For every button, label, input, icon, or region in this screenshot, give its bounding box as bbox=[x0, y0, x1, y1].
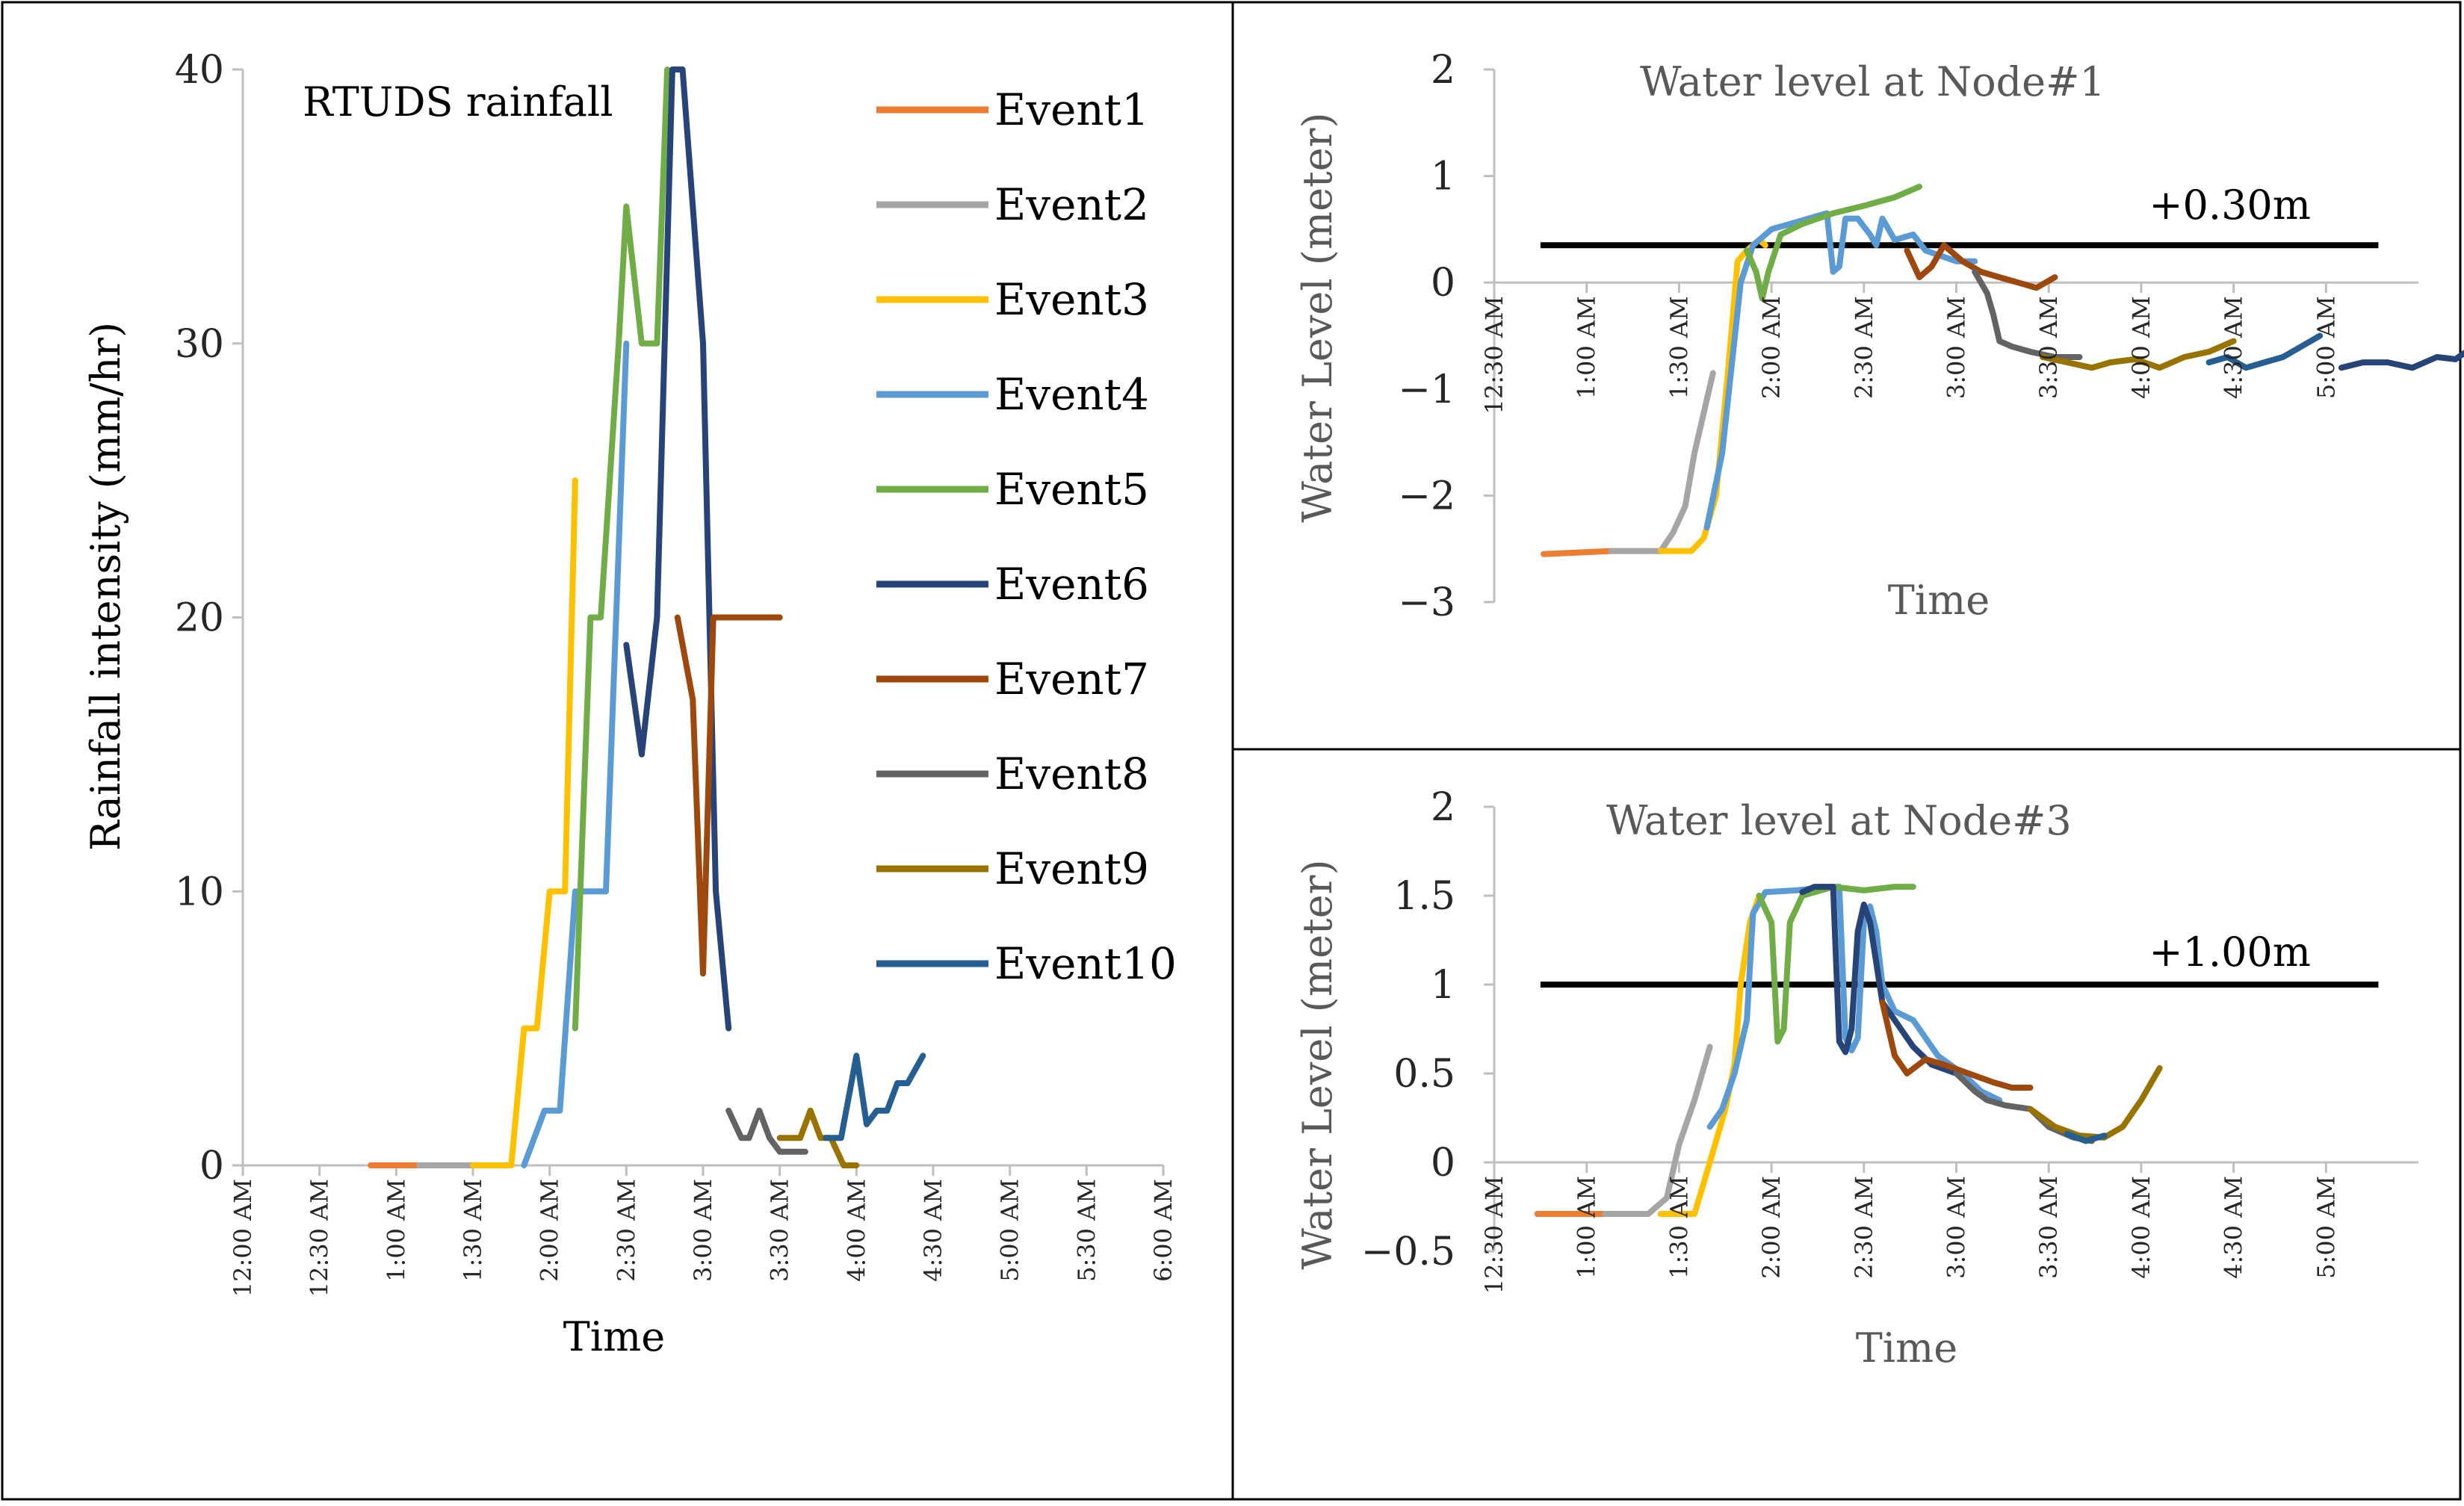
node3-series-event6 bbox=[1799, 884, 1960, 1076]
node3-x-tick-label: 2:30 AM bbox=[1850, 1176, 1878, 1279]
node1-x-tick-label: 2:30 AM bbox=[1850, 296, 1878, 399]
node1-x-axis-label: Time bbox=[1888, 577, 1990, 624]
node1-y-tick-label: 1 bbox=[1431, 155, 1455, 199]
node1-y-axis-label: Water Level (meter) bbox=[1294, 112, 1341, 522]
node1-series-event7 bbox=[1904, 242, 2058, 291]
node1-x-tick-label: 3:00 AM bbox=[1943, 296, 1971, 399]
node3-x-tick-label: 12:30 AM bbox=[1480, 1176, 1508, 1294]
legend-label-event9: Event9 bbox=[994, 843, 1149, 894]
node1-y-tick-label: 2 bbox=[1431, 48, 1455, 93]
node1-x-tick-label: 4:30 AM bbox=[2220, 296, 2248, 399]
node3-series-event7 bbox=[1879, 999, 2034, 1091]
rainfall-series-event3 bbox=[470, 477, 578, 1168]
rainfall-series-event10 bbox=[823, 1053, 926, 1141]
node3-series-event2 bbox=[1602, 1044, 1713, 1217]
rainfall-y-tick-label: 10 bbox=[175, 870, 224, 914]
node3-x-tick-label: 1:30 AM bbox=[1665, 1176, 1693, 1279]
node1-x-tick-label: 5:00 AM bbox=[2312, 296, 2340, 399]
node1-series-event4 bbox=[1703, 210, 1978, 531]
rainfall-series-event7 bbox=[674, 614, 783, 977]
rainfall-series-event8 bbox=[725, 1107, 808, 1155]
rainfall-x-tick-label: 3:00 AM bbox=[689, 1179, 717, 1282]
node3-x-tick-label: 3:00 AM bbox=[1943, 1176, 1971, 1279]
node3-y-tick-label: 0 bbox=[1431, 1141, 1455, 1186]
node3-x-tick-label: 2:00 AM bbox=[1757, 1176, 1786, 1279]
rainfall-x-axis-label: Time bbox=[563, 1313, 665, 1360]
rainfall-x-tick-label: 12:30 AM bbox=[306, 1179, 334, 1297]
node1-series-event9 bbox=[2040, 338, 2237, 371]
rainfall-chart-title: RTUDS rainfall bbox=[303, 78, 613, 126]
legend-label-event5: Event5 bbox=[994, 464, 1149, 515]
node1-x-tick-label: 12:30 AM bbox=[1480, 296, 1508, 414]
rainfall-x-tick-label: 2:00 AM bbox=[536, 1179, 564, 1282]
node1-y-tick-label: 0 bbox=[1431, 261, 1455, 306]
rainfall-x-tick-label: 1:30 AM bbox=[459, 1179, 487, 1282]
rainfall-x-tick-label: 3:30 AM bbox=[766, 1179, 794, 1282]
legend-label-event1: Event1 bbox=[994, 84, 1149, 135]
node3-y-tick-label: 0.5 bbox=[1393, 1052, 1455, 1097]
node1-y-tick-label: −1 bbox=[1398, 368, 1455, 412]
rainfall-series-event5 bbox=[572, 66, 671, 1032]
rainfall-x-tick-label: 5:30 AM bbox=[1072, 1179, 1101, 1282]
rainfall-x-tick-label: 4:00 AM bbox=[842, 1179, 870, 1282]
node1-y-tick-label: −3 bbox=[1398, 580, 1455, 625]
legend-label-event8: Event8 bbox=[994, 749, 1149, 799]
rainfall-x-tick-label: 1:00 AM bbox=[382, 1179, 410, 1282]
node1-series-event1 bbox=[1541, 548, 1615, 557]
legend-label-event3: Event3 bbox=[994, 274, 1149, 325]
node1-reference-label: +0.30m bbox=[2149, 182, 2311, 229]
legend-label-event7: Event7 bbox=[994, 654, 1149, 704]
legend-label-event2: Event2 bbox=[994, 179, 1149, 230]
node3-series-event4 bbox=[1706, 884, 2003, 1130]
node1-y-tick-label: −2 bbox=[1398, 474, 1455, 518]
node3-y-tick-label: 2 bbox=[1431, 785, 1455, 830]
rainfall-chart: 0 10 20 30 40 12:00 AM 12:30 AM 1:00 AM 1:30 AM 2… bbox=[82, 48, 1177, 1360]
legend-label-event10: Event10 bbox=[994, 938, 1177, 989]
node3-y-tick-label: 1.5 bbox=[1393, 874, 1455, 919]
right-panel-frame bbox=[1231, 1, 2462, 1501]
node3-chart-title: Water level at Node#3 bbox=[1606, 797, 2072, 844]
node3-series-event5 bbox=[1756, 884, 1916, 1045]
rainfall-y-axis-label: Rainfall intensity (mm/hr) bbox=[82, 322, 129, 851]
node3-y-tick-label: 1 bbox=[1431, 963, 1455, 1008]
node1-series-event5 bbox=[1744, 183, 1922, 302]
rainfall-x-tick-label: 5:00 AM bbox=[996, 1179, 1024, 1282]
node3-x-tick-label: 5:00 AM bbox=[2312, 1176, 2340, 1279]
node3-x-axis-label: Time bbox=[1856, 1324, 1957, 1372]
node3-reference-label: +1.00m bbox=[2149, 929, 2311, 976]
rainfall-x-tick-label: 12:00 AM bbox=[229, 1179, 257, 1297]
rainfall-y-tick-label: 30 bbox=[175, 322, 224, 367]
node1-x-tick-label: 1:00 AM bbox=[1573, 296, 1601, 399]
node3-chart: −0.5 0 0.5 1 1.5 2 12:30 AM 1:00 AM 1:30 AM 2:00 … bbox=[1294, 785, 2418, 1372]
node3-y-axis-label: Water Level (meter) bbox=[1294, 859, 1341, 1269]
node1-series-event10 bbox=[2205, 332, 2324, 371]
node3-x-tick-label: 1:00 AM bbox=[1573, 1176, 1601, 1279]
node3-y-tick-label: −0.5 bbox=[1361, 1230, 1455, 1274]
node1-x-tick-label: 2:00 AM bbox=[1757, 296, 1786, 399]
node1-x-tick-label: 4:00 AM bbox=[2127, 296, 2155, 399]
rainfall-y-tick-label: 40 bbox=[175, 48, 224, 93]
rainfall-x-tick-label: 6:00 AM bbox=[1149, 1179, 1177, 1282]
node3-series-event10 bbox=[2064, 1130, 2108, 1144]
rainfall-y-tick-label: 20 bbox=[175, 596, 224, 641]
node1-chart-title: Water level at Node#1 bbox=[1640, 58, 2105, 105]
rainfall-x-tick-label: 2:30 AM bbox=[612, 1179, 640, 1282]
rainfall-series-event9 bbox=[776, 1107, 860, 1168]
legend-label-event6: Event6 bbox=[994, 559, 1149, 610]
rainfall-x-tick-label: 4:30 AM bbox=[919, 1179, 947, 1282]
node1-chart: −3 −2 −1 0 1 2 12:30 AM 1:00 AM 1:30 AM 2:00 AM 2:… bbox=[1294, 48, 2464, 625]
node3-x-tick-label: 4:00 AM bbox=[2127, 1176, 2155, 1279]
rainfall-y-tick-label: 0 bbox=[199, 1144, 224, 1189]
legend-label-event4: Event4 bbox=[994, 369, 1149, 420]
node1-series-event6 bbox=[2338, 350, 2464, 371]
node1-x-tick-label: 1:30 AM bbox=[1665, 296, 1693, 399]
rainfall-series-event4 bbox=[521, 340, 630, 1168]
node3-x-tick-label: 3:30 AM bbox=[2034, 1176, 2063, 1279]
node1-x-tick-label: 3:30 AM bbox=[2034, 296, 2063, 399]
node3-x-tick-label: 4:30 AM bbox=[2220, 1176, 2248, 1279]
